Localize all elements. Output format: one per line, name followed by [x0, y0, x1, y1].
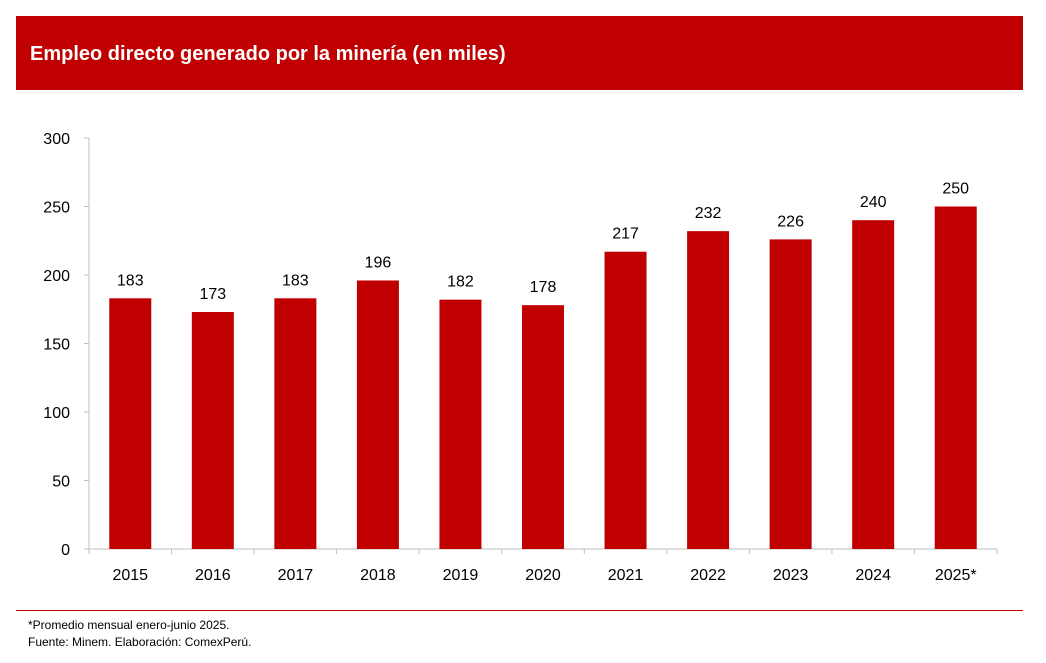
x-tick-label: 2022 — [690, 567, 726, 584]
data-label: 250 — [942, 181, 969, 198]
bar — [934, 206, 977, 549]
y-tick-label: 0 — [61, 542, 70, 559]
bar — [109, 298, 152, 549]
x-tick-label: 2015 — [112, 567, 148, 584]
x-tick-label: 2019 — [443, 567, 479, 584]
data-label: 178 — [530, 279, 557, 296]
x-tick-label: 2016 — [195, 567, 231, 584]
bar — [191, 311, 234, 549]
x-tick-label: 2024 — [855, 567, 891, 584]
y-tick-label: 100 — [43, 405, 70, 422]
bar — [769, 239, 812, 549]
bar — [356, 280, 399, 549]
data-label: 183 — [282, 272, 309, 289]
bar — [852, 220, 895, 549]
y-tick-label: 200 — [43, 268, 70, 285]
y-tick-label: 250 — [43, 200, 70, 217]
x-tick-label: 2017 — [278, 567, 314, 584]
footer-divider — [16, 610, 1023, 611]
data-label: 240 — [860, 194, 887, 211]
y-tick-label: 150 — [43, 337, 70, 354]
bar — [439, 299, 482, 549]
data-label: 226 — [777, 213, 804, 230]
bar — [687, 231, 730, 549]
chart-title: Empleo directo generado por la minería (… — [30, 43, 506, 65]
data-label: 182 — [447, 274, 474, 291]
y-tick-label: 50 — [52, 474, 70, 491]
chart-header: Empleo directo generado por la minería (… — [16, 16, 1023, 90]
bar — [604, 251, 647, 549]
data-label: 173 — [199, 286, 226, 303]
source-note: Fuente: Minem. Elaboración: ComexPerú. — [28, 635, 252, 649]
bar — [274, 298, 317, 549]
x-tick-label: 2020 — [525, 567, 561, 584]
bar — [522, 305, 564, 549]
y-tick-label: 300 — [43, 131, 70, 148]
data-label: 232 — [695, 205, 722, 222]
x-tick-label: 2021 — [608, 567, 644, 584]
data-label: 183 — [117, 272, 144, 289]
data-label: 217 — [612, 226, 639, 243]
x-tick-label: 2018 — [360, 567, 396, 584]
x-tick-label: 2025* — [935, 567, 977, 584]
footnote: *Promedio mensual enero-junio 2025. — [28, 618, 230, 632]
x-tick-label: 2023 — [773, 567, 809, 584]
data-label: 196 — [365, 254, 392, 271]
